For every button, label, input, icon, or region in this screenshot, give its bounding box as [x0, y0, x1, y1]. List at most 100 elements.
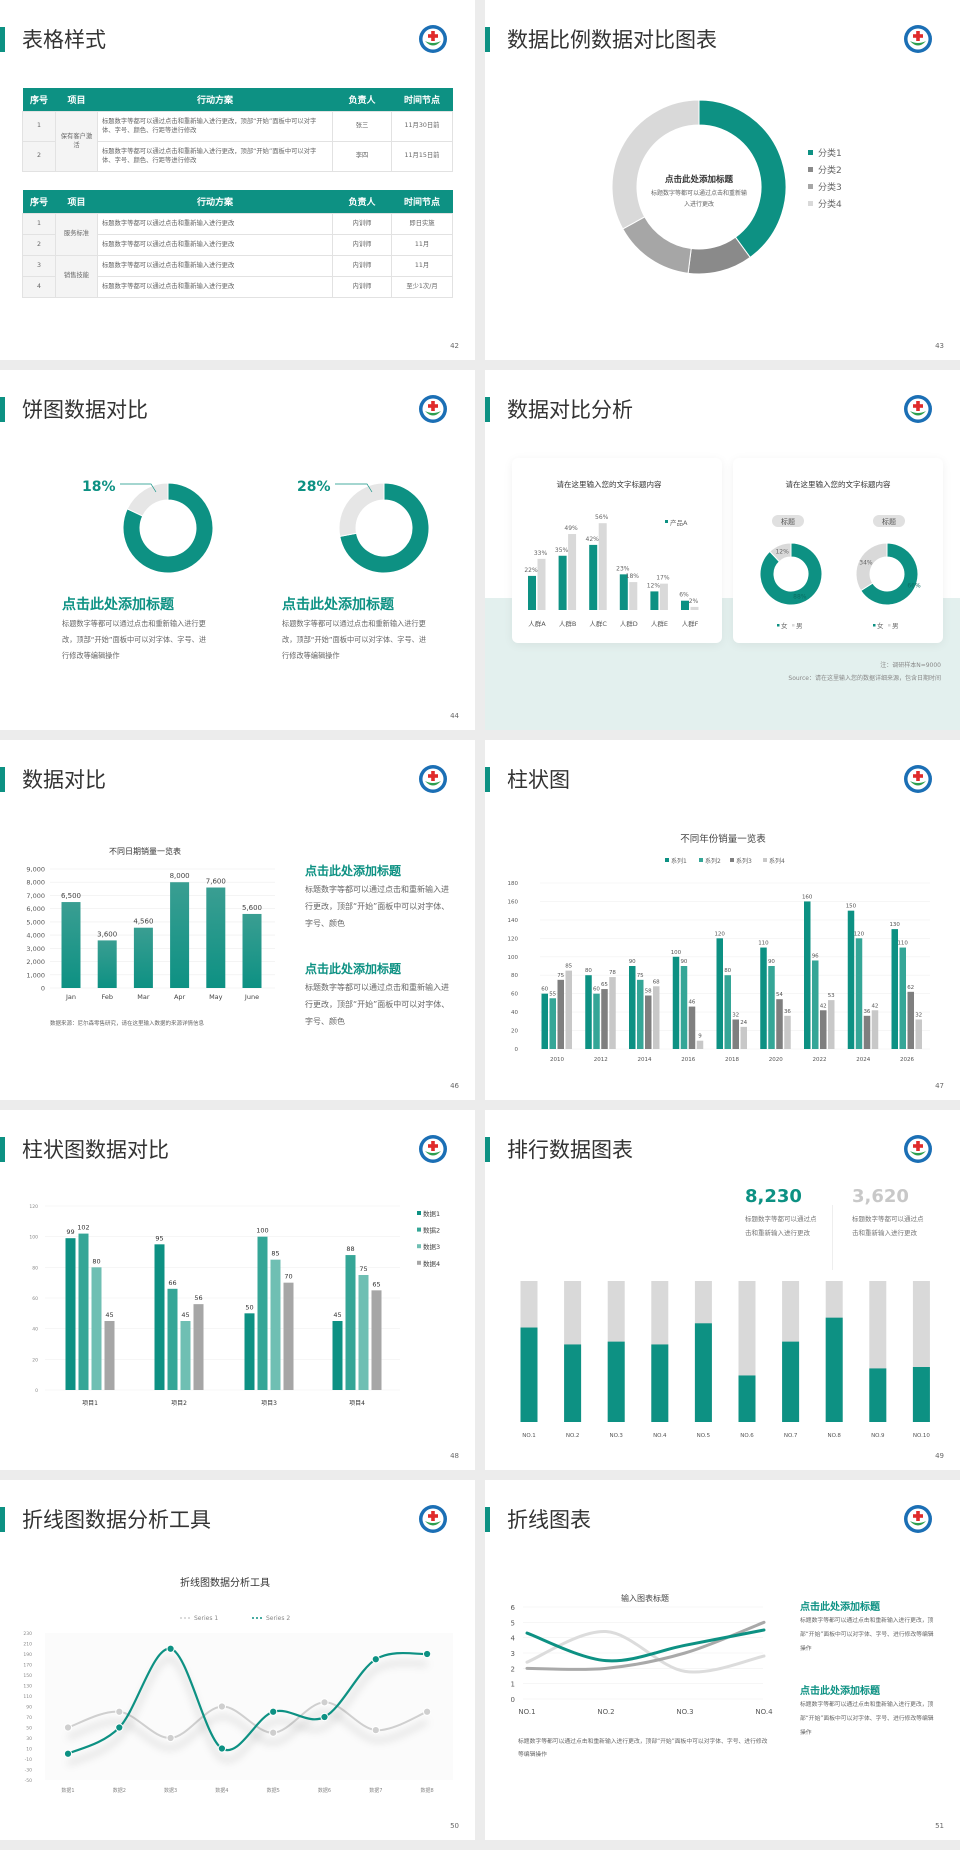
table-header-cell: 时间节点: [391, 88, 453, 112]
x-tick-label: 项目3: [261, 1400, 277, 1407]
bar: [345, 1255, 356, 1390]
bar-value-label: 54: [776, 992, 783, 998]
x-tick-label: NO.7: [784, 1433, 798, 1439]
legend-label: 系列1: [671, 857, 687, 865]
table-header-cell: 序号: [22, 88, 56, 112]
title-pill: [873, 515, 905, 527]
block-heading: 点击此处添加标题: [305, 864, 402, 878]
page-number: 51: [935, 1822, 944, 1830]
bar-value-label: 45: [181, 1311, 189, 1319]
page-number: 44: [450, 712, 459, 720]
data-point: [63, 1723, 73, 1732]
bar: [820, 1010, 827, 1049]
data-table: 序号 项目 行动方案 负责人 时间节点 1 服务标准 标题数字等都可以通过点击和重新输入进行更…: [22, 190, 453, 298]
table-header-cell: 行动方案: [97, 88, 333, 112]
stat-divider: [832, 1205, 833, 1270]
category-label: 人群B: [559, 619, 576, 628]
source-text: Source：请在这里输入您的数据详细来源，包含日期时间: [788, 674, 941, 682]
bar: [244, 1313, 255, 1390]
bottom-text: 标题数字等都可以通过点击和重新输入进行更改，顶部“开始”面板中可以对字体、字号、…: [518, 1739, 768, 1758]
bar: [688, 1006, 696, 1049]
bar-value-label: 60: [593, 987, 600, 993]
item-text: 标题数字等都可以通过点击和重新输入进行更改，顶部“开始”面板中可以对字体、字号、…: [62, 619, 207, 660]
logo-leaf: [425, 781, 441, 786]
category-label: 人群D: [620, 619, 638, 628]
slide-47: 柱状图 47 不同年份销量一览表 系列1 系列2 系列3 系列4 0 20 40 60 80 100 12…: [485, 740, 960, 1100]
bar: [680, 966, 688, 1049]
bar-value-label: 35%: [555, 547, 569, 554]
table-row: 4 标题数字等都可以通过点击和重新输入进行更改 内训师 至少1次/月: [22, 276, 453, 298]
logo-leaf: [910, 1151, 926, 1156]
bar-value-label: 120: [854, 931, 865, 937]
bar-value-label: 7,600: [206, 878, 226, 886]
logo-cross-h: [428, 1514, 438, 1518]
bar: [585, 975, 592, 1049]
slide-graphics: 请在这里输入您的文字标题内容 请在这里输入您的文字标题内容 22% 33% 人群A 35%…: [524, 479, 941, 682]
bar: [740, 1026, 747, 1049]
bar: [659, 583, 668, 610]
row-owner: 内训师: [332, 276, 392, 298]
bar-value-label: 110: [758, 941, 769, 947]
percent-label: 18%: [82, 479, 116, 495]
slide-graphics: 折线图数据分析工具 -50 -30 -10 10 30 50 70 90 110 130 150 170…: [23, 1576, 453, 1794]
bar-fill: [520, 1327, 538, 1422]
x-tick-label: 数据8: [421, 1787, 434, 1794]
slide-graphics: 18% 28%: [82, 479, 430, 574]
legend-label: 数据2: [423, 1226, 440, 1235]
category-slice: [611, 99, 700, 230]
stat-text: 标题数字等都可以通过点击和重新输入进行更改: [852, 1215, 924, 1237]
data-point: [217, 1744, 226, 1753]
y-tick-label: 20: [511, 1029, 518, 1035]
row-time: 至少1次/月: [391, 276, 453, 298]
bar: [847, 910, 855, 1049]
logo-leaf: [910, 781, 926, 786]
data-point: [423, 1707, 432, 1716]
bar: [332, 1321, 343, 1390]
hospital-logo-icon: [419, 1505, 447, 1533]
x-tick-label: Mar: [137, 993, 150, 1001]
slide-graphics: 不同日期销量一览表 0 1,000 2,000 3,000 4,000 5,000 6,000…: [26, 846, 275, 1027]
x-tick-label: 数据3: [164, 1787, 177, 1794]
logo-leaf: [425, 411, 441, 416]
bar-fill: [694, 1323, 712, 1422]
row-number: 2: [22, 234, 56, 256]
slide-graphics: 输入图表标题 0 1 2 3 4 5 6 NO.1 NO.2 NO.3 NO.4: [511, 1593, 774, 1716]
bar-value-label: 95: [155, 1234, 163, 1242]
gender-pie-slice: [855, 542, 888, 592]
bar-value-label: 60: [541, 987, 548, 993]
logo-cross-h: [428, 404, 438, 408]
bar: [541, 993, 548, 1049]
row-number: 2: [22, 141, 56, 172]
bar-value-label: 75: [637, 973, 644, 979]
slide-title: 数据对比: [22, 768, 106, 792]
legend-swatch: [808, 201, 813, 206]
legend-label: 数据3: [423, 1242, 440, 1251]
bar-value-label: 24: [740, 1020, 747, 1026]
legend-swatch: [730, 858, 734, 862]
x-tick-label: 2010: [550, 1057, 564, 1063]
bar-value-label: 32: [915, 1012, 922, 1018]
logo-leaf: [425, 1151, 441, 1156]
x-tick-label: NO.4: [755, 1708, 773, 1716]
x-tick-label: 数据5: [267, 1787, 280, 1794]
title-accent-bar: [0, 1137, 5, 1162]
pill-label: 标题: [781, 517, 795, 526]
hospital-logo-icon: [419, 395, 447, 423]
slide-49: 排行数据图表 49 NO.1 NO.2 NO.3 NO.4 NO.5 NO.6 NO.7 NO.8…: [485, 1110, 960, 1470]
bar-fill: [825, 1317, 843, 1422]
bar: [696, 1040, 704, 1049]
category-slice: [698, 99, 787, 259]
y-tick-label: 0: [41, 985, 45, 993]
bar-value-label: 45: [105, 1311, 113, 1319]
pie-label: 88%: [793, 593, 807, 600]
bar-fill: [738, 1375, 756, 1422]
x-tick-label: NO.1: [522, 1433, 535, 1439]
leader-line: [335, 483, 373, 493]
x-tick-label: 数据2: [113, 1787, 126, 1794]
bar-value-label: 120: [714, 931, 725, 937]
y-tick-label: 3: [511, 1650, 515, 1658]
page-number: 43: [935, 342, 944, 350]
legend-label: 分类4: [818, 198, 842, 210]
bar-value-label: 36: [784, 1009, 791, 1015]
data-point: [115, 1707, 124, 1716]
